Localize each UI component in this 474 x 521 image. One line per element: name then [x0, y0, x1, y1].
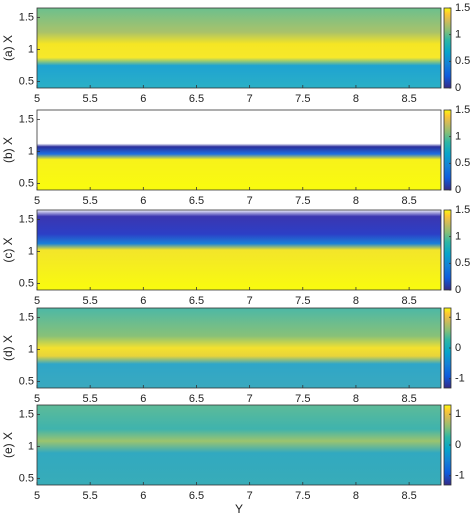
colorbar-tick-label: 1 — [455, 29, 461, 41]
x-tick-label: 8.5 — [401, 490, 416, 502]
x-tick-label: 7.5 — [295, 295, 310, 307]
x-tick-label: 8.5 — [401, 93, 416, 105]
x-tick-label: 5 — [34, 393, 40, 405]
x-tick-label: 8.5 — [401, 295, 416, 307]
x-tick-label: 8 — [353, 490, 359, 502]
x-tick-label: 5 — [34, 295, 40, 307]
colorbar — [444, 210, 451, 290]
y-tick-label: 0.5 — [19, 178, 34, 190]
x-tick-label: 8 — [353, 295, 359, 307]
colorbar-tick-label: 1 — [455, 408, 461, 420]
axes-frame — [36, 307, 442, 389]
x-tick-label: 5.5 — [83, 490, 98, 502]
heatmap — [37, 110, 441, 190]
x-axis-label: Y — [235, 502, 243, 516]
x-tick-label: 6 — [140, 393, 146, 405]
y-tick-label: 0.5 — [19, 76, 34, 88]
x-tick-label: 7 — [247, 93, 253, 105]
colorbar-tick-label: 1.5 — [455, 2, 470, 14]
heatmap — [37, 308, 441, 388]
x-tick-label: 7.5 — [295, 195, 310, 207]
x-tick-label: 6.5 — [189, 195, 204, 207]
colorbar-tick-label: 0 — [455, 82, 461, 94]
y-tick-label: 0.5 — [19, 278, 34, 290]
x-tick-label: 6 — [140, 195, 146, 207]
axes-frame — [36, 109, 442, 191]
y-tick-label: 0.5 — [19, 473, 34, 485]
colorbar — [444, 405, 451, 485]
colorbar-frame — [443, 7, 452, 89]
y-tick-label: 1 — [28, 344, 34, 356]
x-tick-label: 8 — [353, 393, 359, 405]
x-tick-label: 7 — [247, 295, 253, 307]
axes-frame — [36, 404, 442, 486]
heatmap — [37, 210, 441, 290]
x-tick-label: 7 — [247, 490, 253, 502]
x-tick-label: 7 — [247, 195, 253, 207]
x-tick-label: 6 — [140, 295, 146, 307]
x-tick-label: 6.5 — [189, 93, 204, 105]
colorbar — [444, 308, 451, 388]
x-tick-label: 7 — [247, 393, 253, 405]
colorbar-tick-label: 0 — [455, 342, 461, 354]
y-tick-label: 1 — [28, 44, 34, 56]
y-axis-label: (d) X — [1, 335, 15, 361]
x-tick-label: 8.5 — [401, 393, 416, 405]
y-tick-label: 1.5 — [19, 214, 34, 226]
y-axis-label: (b) X — [1, 137, 15, 163]
y-tick-label: 1 — [28, 441, 34, 453]
colorbar — [444, 8, 451, 88]
x-tick-label: 6.5 — [189, 490, 204, 502]
x-tick-label: 7.5 — [295, 393, 310, 405]
y-tick-label: 1.5 — [19, 312, 34, 324]
x-tick-label: 6 — [140, 93, 146, 105]
x-tick-label: 5 — [34, 93, 40, 105]
y-tick-label: 1 — [28, 146, 34, 158]
x-tick-label: 6 — [140, 490, 146, 502]
y-tick-label: 1.5 — [19, 114, 34, 126]
x-tick-label: 7.5 — [295, 93, 310, 105]
y-tick-label: 0.5 — [19, 376, 34, 388]
colorbar-tick-label: 1.5 — [455, 104, 470, 116]
colorbar-tick-label: -1 — [455, 373, 465, 385]
axes-frame — [36, 7, 442, 89]
x-tick-label: 5 — [34, 195, 40, 207]
colorbar — [444, 110, 451, 190]
colorbar-frame — [443, 109, 452, 191]
x-tick-label: 6.5 — [189, 393, 204, 405]
x-tick-label: 8.5 — [401, 195, 416, 207]
x-tick-label: 5 — [34, 490, 40, 502]
colorbar-tick-label: 1 — [455, 311, 461, 323]
colorbar-tick-label: 1 — [455, 131, 461, 143]
colorbar-tick-label: 0.5 — [455, 157, 470, 169]
y-tick-label: 1.5 — [19, 409, 34, 421]
colorbar-tick-label: 0.5 — [455, 55, 470, 67]
colorbar-tick-label: 0 — [455, 439, 461, 451]
x-tick-label: 5.5 — [83, 195, 98, 207]
y-tick-label: 1 — [28, 246, 34, 258]
axes-frame — [36, 209, 442, 291]
x-tick-label: 8 — [353, 195, 359, 207]
colorbar-tick-label: -1 — [455, 470, 465, 482]
x-tick-label: 7.5 — [295, 490, 310, 502]
x-tick-label: 8 — [353, 93, 359, 105]
x-tick-label: 5.5 — [83, 393, 98, 405]
colorbar-frame — [443, 209, 452, 291]
heatmap — [37, 8, 441, 88]
heatmap — [37, 405, 441, 485]
colorbar-tick-label: 0 — [455, 184, 461, 196]
y-axis-label: (a) X — [1, 35, 15, 61]
colorbar-tick-label: 1.5 — [455, 204, 470, 216]
colorbar-tick-label: 0.5 — [455, 257, 470, 269]
y-axis-label: (e) X — [1, 432, 15, 458]
x-tick-label: 5.5 — [83, 295, 98, 307]
colorbar-tick-label: 1 — [455, 231, 461, 243]
x-tick-label: 6.5 — [189, 295, 204, 307]
y-tick-label: 1.5 — [19, 12, 34, 24]
y-axis-label: (c) X — [1, 237, 15, 262]
x-tick-label: 5.5 — [83, 93, 98, 105]
colorbar-tick-label: 0 — [455, 284, 461, 296]
